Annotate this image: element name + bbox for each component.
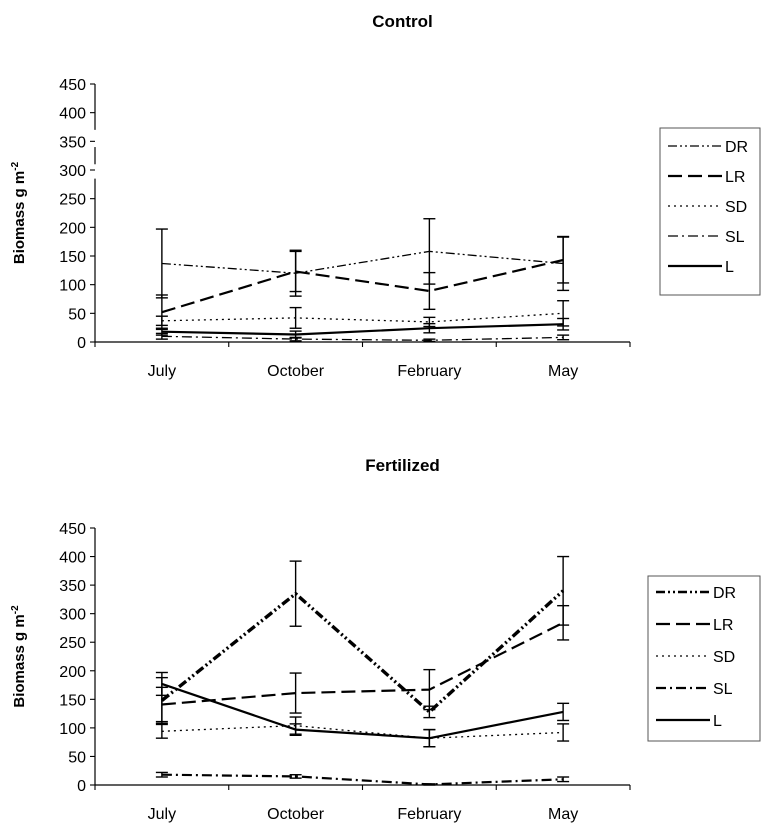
- legend-label: LR: [725, 169, 745, 186]
- legend-label: SL: [713, 681, 733, 698]
- y-tick-label: 250: [59, 635, 86, 652]
- legend-label: L: [725, 259, 734, 276]
- chart-title: Control: [372, 12, 432, 31]
- y-tick-label: 150: [59, 692, 86, 709]
- y-tick-label: 450: [59, 521, 86, 538]
- series-dr: [155, 555, 570, 725]
- y-tick-label: 450: [59, 77, 86, 94]
- y-tick-label: 200: [59, 220, 86, 237]
- legend: DR LR SD SL L: [659, 127, 761, 296]
- x-tick-label: February: [397, 806, 461, 823]
- legend-label: DR: [725, 139, 748, 156]
- legend: DR LR SD SL L: [647, 575, 761, 742]
- y-tick-label: 250: [59, 192, 86, 209]
- series-l: [155, 317, 570, 339]
- series-sl: [155, 771, 570, 786]
- legend-box: [647, 575, 761, 742]
- legend-label: SD: [713, 649, 735, 666]
- control-chart: Control Biomass g m-2 0 50 100 150 200 250 300 35…: [10, 12, 761, 380]
- series-line: [160, 589, 565, 714]
- y-tick-label: 350: [59, 578, 86, 595]
- y-axis-label: Biomass g m-2: [10, 161, 28, 264]
- x-tick-label: October: [267, 806, 325, 823]
- y-tick-label: 400: [59, 550, 86, 567]
- series-line: [161, 323, 564, 336]
- legend-label: SL: [725, 229, 745, 246]
- x-tick-label: May: [548, 363, 578, 380]
- y-tick-label: 50: [68, 749, 86, 766]
- y-axis-label: Biomass g m-2: [10, 605, 28, 708]
- series-dr: [155, 218, 570, 299]
- series-lr: [155, 604, 570, 723]
- y-tick-label: 300: [59, 607, 86, 624]
- legend-label: L: [713, 713, 722, 730]
- y-tick-label: 100: [59, 721, 86, 738]
- legend-label: SD: [725, 199, 747, 216]
- y-tick-label: 100: [59, 278, 86, 295]
- x-tick-label: February: [397, 363, 461, 380]
- series-line: [161, 312, 564, 323]
- legend-label: DR: [713, 585, 736, 602]
- series-line: [161, 335, 564, 341]
- series-line: [161, 682, 564, 740]
- fertilized-chart: Fertilized Biomass g m-2 0 50 100 150 200 250 30…: [10, 456, 761, 823]
- y-tick-label: 50: [68, 306, 86, 323]
- y-tick-label: 350: [59, 134, 86, 151]
- y-tick-label: 0: [77, 778, 86, 795]
- series-sl: [155, 332, 570, 343]
- legend-label: LR: [713, 617, 733, 634]
- series-lr: [155, 236, 570, 331]
- y-tick-label: 300: [59, 163, 86, 180]
- x-tick-label: October: [267, 363, 325, 380]
- chart-title: Fertilized: [365, 456, 440, 475]
- y-tick-label: 0: [77, 335, 86, 352]
- series-line: [161, 621, 564, 706]
- y-tick-label: 400: [59, 106, 86, 123]
- y-tick-label: 200: [59, 664, 86, 681]
- series-line: [161, 773, 564, 786]
- series-sd: [155, 300, 570, 329]
- series-line: [161, 724, 564, 739]
- series-line: [161, 258, 564, 314]
- series-sd: [155, 716, 570, 748]
- series-l: [155, 671, 570, 748]
- x-tick-label: July: [148, 806, 176, 823]
- legend-box: [659, 127, 761, 296]
- series-line: [161, 250, 564, 274]
- y-tick-label: 150: [59, 249, 86, 266]
- x-tick-label: July: [148, 363, 176, 380]
- x-tick-label: May: [548, 806, 578, 823]
